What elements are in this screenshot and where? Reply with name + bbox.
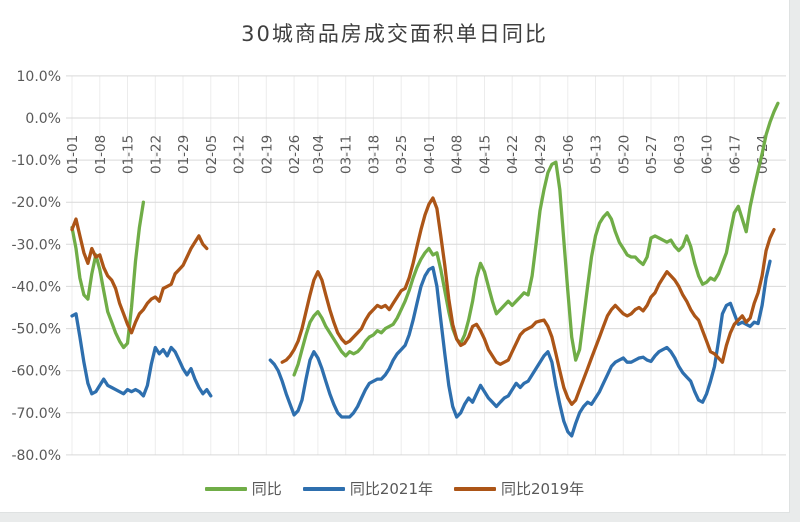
x-tick-label: 01-01 — [65, 135, 81, 174]
x-tick-label: 05-13 — [589, 135, 605, 174]
series-line-2 — [280, 196, 776, 406]
legend-label: 同比 — [251, 480, 282, 498]
legend-item-tongbi: 同比 — [204, 478, 282, 499]
chart-legend: 同比 同比2021年 同比2019年 — [0, 478, 789, 499]
legend-item-tongbi-2019: 同比2019年 — [454, 478, 584, 499]
x-tick-label: 02-26 — [287, 135, 303, 174]
x-tick-label: 04-15 — [478, 135, 494, 174]
x-tick-label: 04-29 — [533, 135, 549, 174]
series-line-0 — [70, 200, 146, 350]
x-tick-label: 06-03 — [672, 135, 688, 174]
chart-title: 30城商品房成交面积单日同比 — [241, 22, 548, 46]
y-tick-label: 10.0% — [17, 69, 61, 85]
x-tick-label: 02-19 — [259, 135, 275, 174]
y-tick-label: -10.0% — [11, 153, 61, 169]
x-tick-label: 05-27 — [644, 135, 660, 174]
x-tick-label: 04-22 — [505, 135, 521, 174]
series-line-1 — [70, 312, 213, 398]
legend-label: 同比2021年 — [349, 480, 433, 498]
x-tick-label: 03-25 — [394, 135, 410, 174]
series-line-1 — [268, 259, 772, 438]
y-tick-label: -80.0% — [11, 448, 61, 464]
y-tick-label: -20.0% — [11, 195, 61, 211]
y-tick-label: -70.0% — [11, 406, 61, 422]
x-tick-label: 03-18 — [366, 135, 382, 174]
x-tick-label: 03-04 — [311, 135, 327, 174]
chart-card: 30城商品房成交面积单日同比 10.0% 0.0% -10.0% -20.0% -30.… — [0, 0, 790, 513]
x-tick-label: 03-11 — [339, 135, 355, 174]
series-line-0 — [292, 101, 780, 377]
x-tick-label: 02-05 — [204, 135, 220, 174]
y-tick-label: -50.0% — [11, 322, 61, 338]
x-tick-label: 01-08 — [93, 135, 109, 174]
x-tick-label: 04-01 — [422, 135, 438, 174]
x-tick-label: 02-12 — [232, 135, 248, 174]
y-tick-label: -30.0% — [11, 237, 61, 253]
y-tick-label: -60.0% — [11, 364, 61, 380]
series-line-2 — [70, 217, 209, 335]
x-tick-label: 01-15 — [121, 135, 137, 174]
x-tick-label: 06-10 — [700, 135, 716, 174]
y-tick-label: -40.0% — [11, 279, 61, 295]
y-tick-label: 0.0% — [25, 111, 61, 127]
x-tick-label: 04-08 — [450, 135, 466, 174]
x-tick-label: 06-17 — [727, 135, 743, 174]
legend-line-swatch — [204, 486, 247, 491]
legend-item-tongbi-2021: 同比2021年 — [302, 478, 433, 499]
legend-line-swatch — [454, 486, 496, 491]
legend-line-swatch — [302, 486, 345, 491]
x-tick-label: 01-29 — [176, 135, 192, 174]
x-tick-label: 01-22 — [148, 135, 164, 174]
x-tick-label: 05-20 — [616, 135, 632, 174]
x-tick-label: 05-06 — [561, 135, 577, 174]
legend-label: 同比2019年 — [501, 480, 585, 498]
